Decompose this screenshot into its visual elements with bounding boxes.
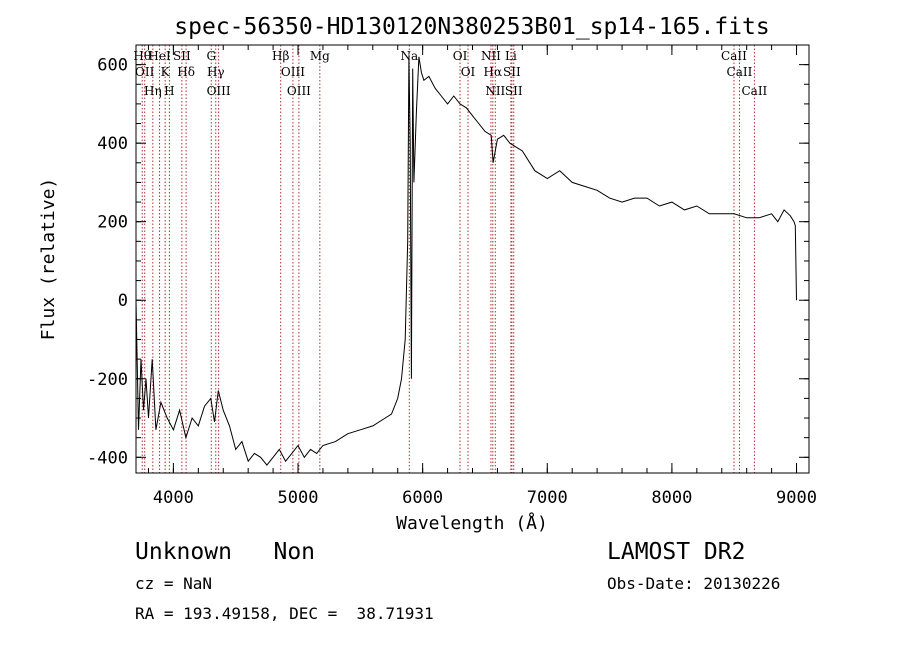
x-tick-label-2: 6000 — [402, 488, 443, 508]
line-label-17: OI — [461, 65, 476, 79]
line-label-23: SII — [505, 84, 523, 98]
x-tick-label-4: 8000 — [651, 488, 692, 508]
line-label-26: CaII — [741, 84, 767, 98]
y-axis-label: Flux (relative) — [38, 178, 59, 341]
y-axis-ticks: -400 -200 0 200 400 600 — [87, 56, 809, 468]
object-class-text: Unknown Non — [135, 539, 316, 565]
line-label-11: Hβ — [272, 49, 289, 63]
x-axis-label: Wavelength (Å) — [396, 512, 548, 534]
x-tick-label-0: 4000 — [153, 488, 194, 508]
line-label-10: OIII — [207, 84, 231, 98]
x-tick-label-1: 5000 — [278, 488, 319, 508]
line-label-25: CaII — [727, 65, 753, 79]
spectrum-line — [135, 56, 797, 466]
y-tick-label-1: -200 — [87, 370, 128, 390]
y-tick-label-2: 0 — [118, 291, 128, 311]
line-label-9: Hγ — [207, 65, 225, 79]
line-label-19: Hα — [484, 65, 503, 79]
x-tick-label-5: 9000 — [776, 488, 817, 508]
line-label-3: HeI — [148, 49, 171, 63]
line-label-18: NII — [481, 49, 501, 63]
spectral-line-labels: Hθ OII Hη HeI KH SII Hδ G Hγ OIII Hβ OIII OIII Mg Na OI… — [133, 49, 767, 98]
survey-name-text: LAMOST DR2 — [607, 539, 746, 565]
plot-frame — [135, 44, 810, 474]
line-label-15: Na — [400, 49, 418, 63]
line-label-12: OIII — [281, 65, 305, 79]
y-tick-label-4: 400 — [97, 134, 128, 154]
y-tick-label-3: 200 — [97, 213, 128, 233]
y-tick-label-5: 600 — [97, 56, 128, 76]
chart-title: spec-56350-HD130120N380253B01_sp14-165.f… — [174, 14, 769, 40]
line-label-4: K — [161, 65, 171, 79]
line-label-20: NII — [485, 84, 505, 98]
line-label-1: OII — [135, 65, 155, 79]
observation-date-text: Obs-Date: 20130226 — [607, 574, 781, 593]
x-tick-label-3: 7000 — [527, 488, 568, 508]
line-label-21: Li — [505, 49, 517, 63]
line-label-7: Hδ — [177, 65, 195, 79]
line-label-0: Hθ — [133, 49, 151, 63]
x-axis-ticks: 4000 5000 6000 7000 8000 9000 — [147, 45, 817, 508]
spectrum-series — [135, 56, 797, 466]
line-label-5: H — [164, 84, 174, 98]
line-label-14: Mg — [310, 49, 330, 63]
line-label-16: OI — [453, 49, 468, 63]
line-label-2: Hη — [144, 84, 162, 98]
coordinates-text: RA = 193.49158, DEC = 38.71931 — [135, 604, 434, 623]
line-label-6: SII — [173, 49, 191, 63]
line-label-24: CaII — [721, 49, 747, 63]
line-label-13: OIII — [287, 84, 311, 98]
redshift-text: cz = NaN — [135, 574, 213, 593]
line-label-8: G — [206, 49, 216, 63]
spectral-line-markers — [141, 45, 755, 473]
line-label-22: SII — [503, 65, 521, 79]
y-tick-label-0: -400 — [87, 448, 128, 468]
